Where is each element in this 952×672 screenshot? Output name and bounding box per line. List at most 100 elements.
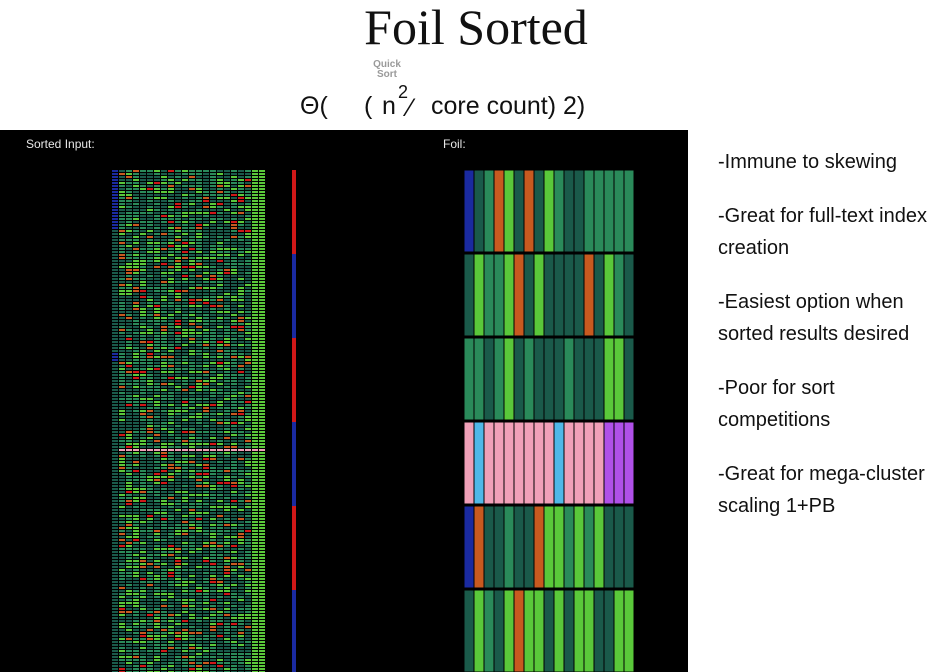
foil-cell <box>613 337 625 421</box>
foil-cell <box>543 589 555 672</box>
input-cell <box>217 473 223 475</box>
input-cell <box>175 356 181 358</box>
input-cell <box>168 302 174 304</box>
input-cell <box>182 302 188 304</box>
input-cell <box>238 473 244 475</box>
input-cell <box>133 461 139 463</box>
input-cell <box>196 239 202 241</box>
input-cell <box>168 647 174 649</box>
input-cell <box>196 182 202 184</box>
input-cell <box>217 668 223 670</box>
input-cell <box>112 251 118 253</box>
input-cell <box>140 209 146 211</box>
input-cell <box>224 626 230 628</box>
input-cell <box>217 446 223 448</box>
input-cell <box>112 359 118 361</box>
input-cell <box>133 284 139 286</box>
input-cell <box>238 626 244 628</box>
input-cell <box>196 605 202 607</box>
input-cell <box>175 242 181 244</box>
input-cell <box>168 233 174 235</box>
foil-cell <box>473 589 485 672</box>
input-cell <box>231 569 237 571</box>
input-cell <box>133 371 139 373</box>
input-cell <box>231 383 237 385</box>
input-cell <box>154 473 160 475</box>
input-cell <box>112 491 118 493</box>
input-cell <box>161 179 167 181</box>
input-cell <box>168 518 174 520</box>
input-cell <box>147 290 153 292</box>
input-cell <box>259 647 265 649</box>
input-cell <box>238 587 244 589</box>
input-cell <box>203 428 209 430</box>
input-cell <box>224 215 230 217</box>
input-cell <box>224 467 230 469</box>
input-cell <box>189 548 195 550</box>
input-cell <box>133 560 139 562</box>
input-cell <box>112 182 118 184</box>
input-cell <box>238 362 244 364</box>
input-cell <box>231 659 237 661</box>
input-cell <box>175 467 181 469</box>
input-cell <box>217 569 223 571</box>
input-cell <box>182 392 188 394</box>
input-cell <box>252 434 258 436</box>
input-cell <box>119 380 125 382</box>
input-cell <box>182 404 188 406</box>
input-cell <box>175 455 181 457</box>
input-cell <box>245 656 251 658</box>
input-cell <box>189 413 195 415</box>
input-cell <box>189 656 195 658</box>
input-cell <box>147 404 153 406</box>
input-cell <box>252 215 258 217</box>
input-cell <box>217 227 223 229</box>
input-cell <box>210 629 216 631</box>
input-cell <box>175 392 181 394</box>
input-cell <box>175 581 181 583</box>
input-cell <box>196 440 202 442</box>
input-cell <box>140 545 146 547</box>
input-cell <box>126 281 132 283</box>
input-cell <box>161 344 167 346</box>
input-cell <box>112 458 118 460</box>
input-cell <box>168 170 174 172</box>
input-cell <box>196 191 202 193</box>
input-cell <box>252 194 258 196</box>
input-cell <box>259 281 265 283</box>
input-cell <box>231 194 237 196</box>
input-cell <box>126 221 132 223</box>
input-cell <box>259 197 265 199</box>
input-cell <box>140 380 146 382</box>
input-cell <box>224 368 230 370</box>
input-cell <box>147 314 153 316</box>
input-cell <box>182 542 188 544</box>
input-cell <box>133 212 139 214</box>
input-cell <box>140 512 146 514</box>
input-cell <box>210 653 216 655</box>
input-cell <box>168 344 174 346</box>
input-cell <box>168 458 174 460</box>
input-cell <box>112 602 118 604</box>
input-cell <box>217 257 223 259</box>
input-cell <box>168 266 174 268</box>
input-cell <box>245 599 251 601</box>
input-cell <box>203 263 209 265</box>
foil-cell <box>563 589 575 672</box>
input-cell <box>231 638 237 640</box>
input-cell <box>203 500 209 502</box>
input-cell <box>133 458 139 460</box>
foil-cell <box>463 169 475 253</box>
input-cell <box>224 290 230 292</box>
input-cell <box>189 422 195 424</box>
input-cell <box>217 485 223 487</box>
input-cell <box>259 662 265 664</box>
input-cell <box>119 350 125 352</box>
input-cell <box>112 629 118 631</box>
input-cell <box>133 314 139 316</box>
input-cell <box>161 461 167 463</box>
input-cell <box>126 593 132 595</box>
input-cell <box>154 434 160 436</box>
input-cell <box>112 503 118 505</box>
input-cell <box>182 548 188 550</box>
